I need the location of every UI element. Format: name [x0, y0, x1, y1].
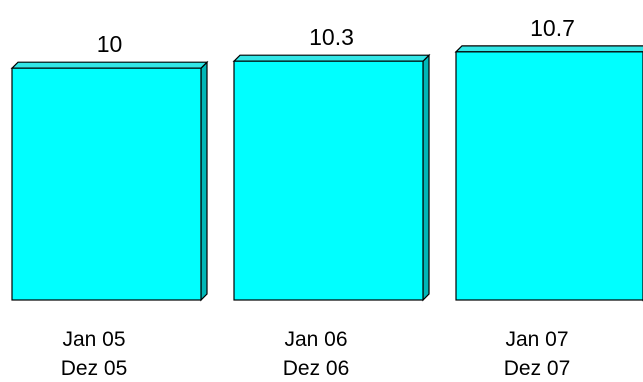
category-label-1-line-1: Dez 06	[283, 357, 350, 380]
bar-top-0	[10, 61, 209, 69]
bar-side-1	[422, 53, 430, 302]
bar-top-2	[454, 45, 643, 53]
bars-group	[10, 45, 643, 302]
data-labels-group: 10 10.3 10.7	[97, 15, 575, 57]
category-label-2-line-1: Dez 07	[504, 357, 571, 380]
data-label-0: 10	[97, 31, 123, 57]
category-label-0-line-1: Dez 05	[61, 357, 128, 380]
category-labels-group: Jan 05 Dez 05 Jan 06 Dez 06 Jan 07 Dez 07	[61, 328, 571, 380]
bar-2	[455, 51, 643, 301]
bar-0	[11, 67, 202, 301]
bar-1	[233, 60, 424, 301]
category-label-2-line-0: Jan 07	[505, 328, 568, 351]
category-label-1-line-0: Jan 06	[284, 328, 347, 351]
bar-top-1	[232, 54, 431, 62]
data-label-1: 10.3	[309, 24, 354, 50]
bar-side-0	[200, 60, 208, 302]
data-label-2: 10.7	[530, 15, 575, 41]
category-label-0-line-0: Jan 05	[62, 328, 125, 351]
